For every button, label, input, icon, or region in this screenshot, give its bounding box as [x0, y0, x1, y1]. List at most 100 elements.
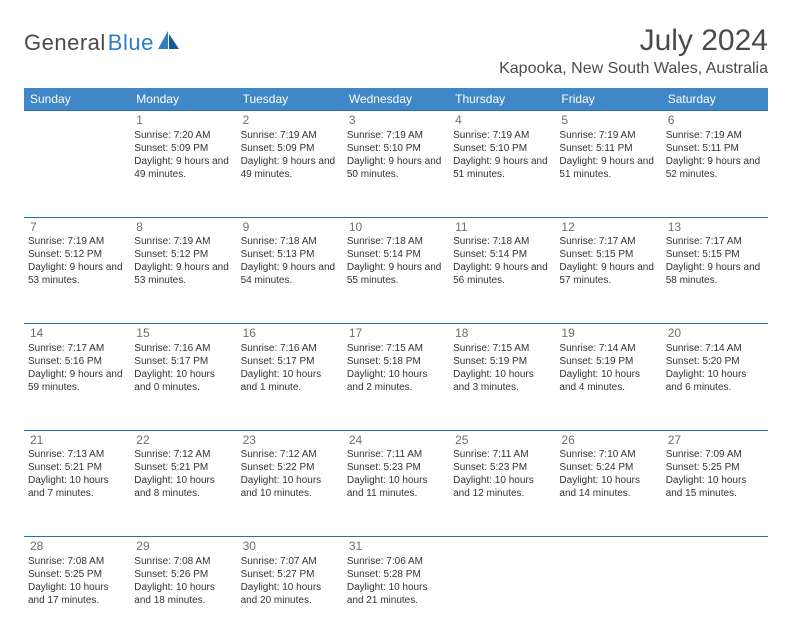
- day-details: Sunrise: 7:12 AMSunset: 5:22 PMDaylight:…: [241, 448, 339, 500]
- daylight-line: Daylight: 10 hours and 0 minutes.: [134, 368, 232, 394]
- daylight-line: Daylight: 9 hours and 49 minutes.: [134, 155, 232, 181]
- daylight-line: Daylight: 9 hours and 56 minutes.: [453, 261, 551, 287]
- sunrise-line: Sunrise: 7:20 AM: [134, 129, 232, 142]
- sunrise-line: Sunrise: 7:07 AM: [241, 555, 339, 568]
- daynum-cell: [662, 536, 768, 555]
- daylight-line: Daylight: 10 hours and 8 minutes.: [134, 474, 232, 500]
- daynum-cell: 5: [555, 110, 661, 129]
- sunrise-line: Sunrise: 7:19 AM: [666, 129, 764, 142]
- sunrise-line: Sunrise: 7:18 AM: [347, 235, 445, 248]
- week-content-row: Sunrise: 7:08 AMSunset: 5:25 PMDaylight:…: [24, 555, 768, 643]
- day-cell: [555, 555, 661, 643]
- day-details: Sunrise: 7:19 AMSunset: 5:11 PMDaylight:…: [559, 129, 657, 181]
- daynum-cell: 26: [555, 430, 661, 449]
- day-cell: Sunrise: 7:14 AMSunset: 5:20 PMDaylight:…: [662, 342, 768, 430]
- daylight-line: Daylight: 10 hours and 10 minutes.: [241, 474, 339, 500]
- logo-sail-icon: [158, 31, 180, 56]
- daylight-line: Daylight: 10 hours and 3 minutes.: [453, 368, 551, 394]
- day-details: Sunrise: 7:11 AMSunset: 5:23 PMDaylight:…: [347, 448, 445, 500]
- sunrise-line: Sunrise: 7:15 AM: [347, 342, 445, 355]
- sunrise-line: Sunrise: 7:16 AM: [241, 342, 339, 355]
- day-number: 16: [243, 326, 256, 340]
- day-details: Sunrise: 7:17 AMSunset: 5:15 PMDaylight:…: [666, 235, 764, 287]
- day-details: Sunrise: 7:19 AMSunset: 5:09 PMDaylight:…: [241, 129, 339, 181]
- day-cell: Sunrise: 7:19 AMSunset: 5:11 PMDaylight:…: [555, 129, 661, 217]
- daynum-cell: 31: [343, 536, 449, 555]
- daynum-cell: 21: [24, 430, 130, 449]
- sunrise-line: Sunrise: 7:15 AM: [453, 342, 551, 355]
- sunset-line: Sunset: 5:21 PM: [134, 461, 232, 474]
- daynum-cell: 27: [662, 430, 768, 449]
- day-number: 3: [349, 113, 356, 127]
- weekday-header-row: Sunday Monday Tuesday Wednesday Thursday…: [24, 88, 768, 110]
- daynum-cell: 14: [24, 323, 130, 342]
- sunset-line: Sunset: 5:27 PM: [241, 568, 339, 581]
- sunrise-line: Sunrise: 7:16 AM: [134, 342, 232, 355]
- daynum-cell: 16: [237, 323, 343, 342]
- daynum-cell: 25: [449, 430, 555, 449]
- day-number: 10: [349, 220, 362, 234]
- daynum-cell: 6: [662, 110, 768, 129]
- day-cell: Sunrise: 7:08 AMSunset: 5:26 PMDaylight:…: [130, 555, 236, 643]
- daynum-cell: 23: [237, 430, 343, 449]
- daynum-cell: 1: [130, 110, 236, 129]
- day-cell: Sunrise: 7:08 AMSunset: 5:25 PMDaylight:…: [24, 555, 130, 643]
- day-cell: Sunrise: 7:19 AMSunset: 5:10 PMDaylight:…: [449, 129, 555, 217]
- day-cell: Sunrise: 7:12 AMSunset: 5:21 PMDaylight:…: [130, 448, 236, 536]
- day-details: Sunrise: 7:19 AMSunset: 5:12 PMDaylight:…: [28, 235, 126, 287]
- sunset-line: Sunset: 5:25 PM: [28, 568, 126, 581]
- daylight-line: Daylight: 10 hours and 7 minutes.: [28, 474, 126, 500]
- sunset-line: Sunset: 5:23 PM: [347, 461, 445, 474]
- daylight-line: Daylight: 9 hours and 59 minutes.: [28, 368, 126, 394]
- daynum-cell: 19: [555, 323, 661, 342]
- sunset-line: Sunset: 5:25 PM: [666, 461, 764, 474]
- day-number: 5: [561, 113, 568, 127]
- sunset-line: Sunset: 5:21 PM: [28, 461, 126, 474]
- day-cell: Sunrise: 7:19 AMSunset: 5:12 PMDaylight:…: [130, 235, 236, 323]
- col-monday: Monday: [130, 88, 236, 110]
- sunrise-line: Sunrise: 7:12 AM: [241, 448, 339, 461]
- daylight-line: Daylight: 10 hours and 15 minutes.: [666, 474, 764, 500]
- day-details: Sunrise: 7:06 AMSunset: 5:28 PMDaylight:…: [347, 555, 445, 607]
- sunset-line: Sunset: 5:17 PM: [134, 355, 232, 368]
- day-number: 29: [136, 539, 149, 553]
- sunset-line: Sunset: 5:11 PM: [666, 142, 764, 155]
- sunset-line: Sunset: 5:09 PM: [134, 142, 232, 155]
- day-cell: Sunrise: 7:13 AMSunset: 5:21 PMDaylight:…: [24, 448, 130, 536]
- calendar-body: 123456Sunrise: 7:20 AMSunset: 5:09 PMDay…: [24, 110, 768, 643]
- day-details: Sunrise: 7:19 AMSunset: 5:10 PMDaylight:…: [453, 129, 551, 181]
- daynum-cell: 11: [449, 217, 555, 236]
- day-number: 27: [668, 433, 681, 447]
- daylight-line: Daylight: 10 hours and 4 minutes.: [559, 368, 657, 394]
- logo-text-2: Blue: [108, 30, 154, 56]
- day-details: Sunrise: 7:11 AMSunset: 5:23 PMDaylight:…: [453, 448, 551, 500]
- day-details: Sunrise: 7:19 AMSunset: 5:10 PMDaylight:…: [347, 129, 445, 181]
- day-cell: [24, 129, 130, 217]
- sunrise-line: Sunrise: 7:17 AM: [28, 342, 126, 355]
- day-number: 14: [30, 326, 43, 340]
- week-content-row: Sunrise: 7:20 AMSunset: 5:09 PMDaylight:…: [24, 129, 768, 217]
- sunset-line: Sunset: 5:13 PM: [241, 248, 339, 261]
- day-details: Sunrise: 7:13 AMSunset: 5:21 PMDaylight:…: [28, 448, 126, 500]
- sunrise-line: Sunrise: 7:17 AM: [666, 235, 764, 248]
- sunrise-line: Sunrise: 7:14 AM: [559, 342, 657, 355]
- daylight-line: Daylight: 10 hours and 14 minutes.: [559, 474, 657, 500]
- day-cell: Sunrise: 7:11 AMSunset: 5:23 PMDaylight:…: [449, 448, 555, 536]
- daynum-cell: 24: [343, 430, 449, 449]
- day-number: 4: [455, 113, 462, 127]
- day-cell: Sunrise: 7:20 AMSunset: 5:09 PMDaylight:…: [130, 129, 236, 217]
- day-cell: Sunrise: 7:06 AMSunset: 5:28 PMDaylight:…: [343, 555, 449, 643]
- daylight-line: Daylight: 9 hours and 51 minutes.: [559, 155, 657, 181]
- day-number: 23: [243, 433, 256, 447]
- sunset-line: Sunset: 5:23 PM: [453, 461, 551, 474]
- day-details: Sunrise: 7:18 AMSunset: 5:14 PMDaylight:…: [453, 235, 551, 287]
- location-subtitle: Kapooka, New South Wales, Australia: [499, 60, 768, 78]
- day-cell: Sunrise: 7:16 AMSunset: 5:17 PMDaylight:…: [237, 342, 343, 430]
- day-cell: Sunrise: 7:17 AMSunset: 5:15 PMDaylight:…: [662, 235, 768, 323]
- col-friday: Friday: [555, 88, 661, 110]
- day-number: 6: [668, 113, 675, 127]
- day-number: 13: [668, 220, 681, 234]
- sunrise-line: Sunrise: 7:09 AM: [666, 448, 764, 461]
- col-wednesday: Wednesday: [343, 88, 449, 110]
- calendar-page: GeneralBlue July 2024 Kapooka, New South…: [0, 0, 792, 643]
